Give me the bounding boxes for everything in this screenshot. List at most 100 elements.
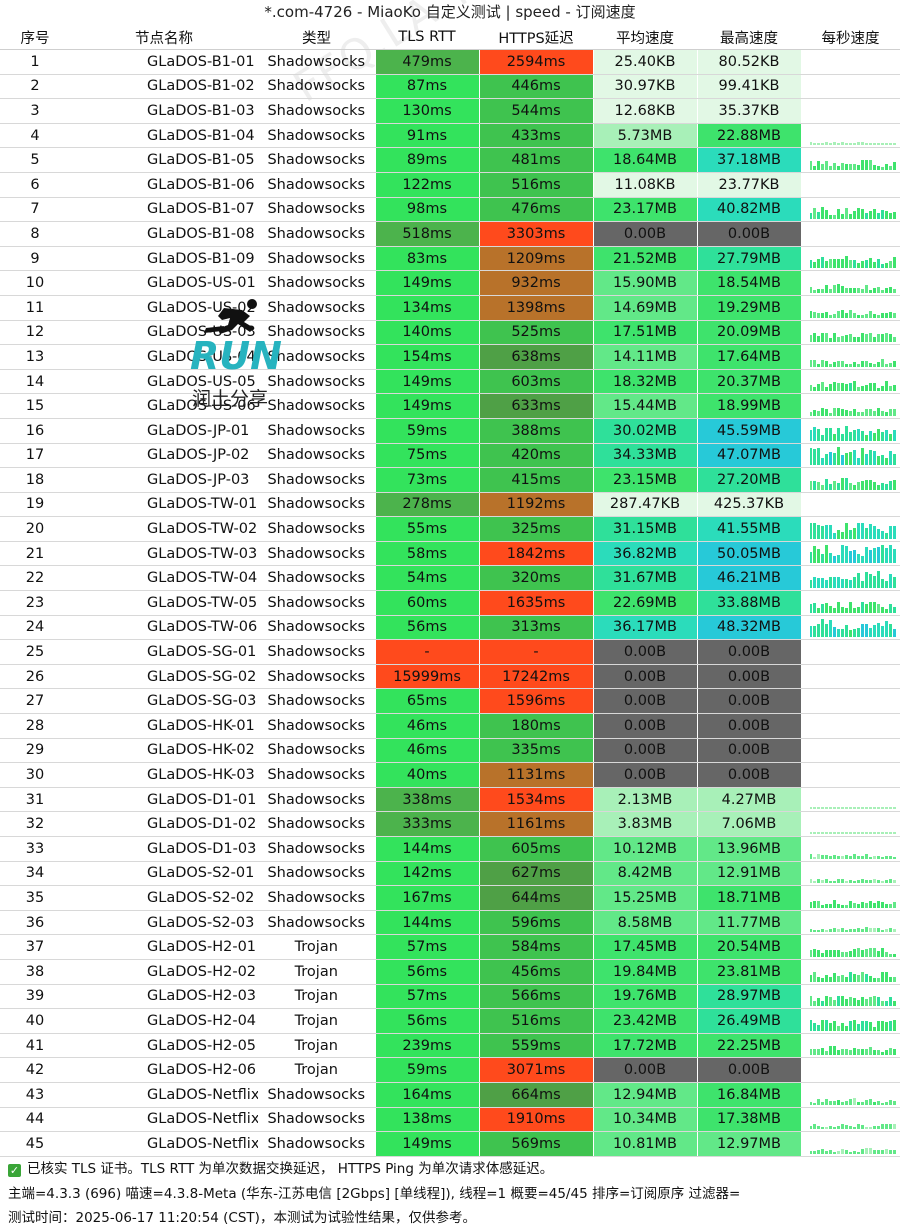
sparkline-bar — [841, 1101, 845, 1105]
sparkline-bar — [817, 1024, 821, 1031]
sparkline-bar — [829, 903, 833, 908]
max-speed: 80.52KB — [696, 49, 802, 75]
sparkline-bar — [857, 337, 861, 343]
sparkline-bar — [849, 855, 853, 859]
sparkline-bar — [845, 999, 849, 1007]
sparkline-bar — [869, 880, 873, 884]
sparkline-bar — [813, 546, 817, 564]
sparkline-bar — [813, 1102, 817, 1105]
sparkline-bar — [833, 577, 837, 589]
row-index: 26 — [0, 664, 70, 690]
sparkline-bar — [877, 623, 881, 638]
sparkline-bar — [869, 1047, 873, 1056]
sparkline-bar — [885, 621, 889, 638]
sparkline-bar — [845, 607, 849, 613]
https-latency: - — [478, 639, 594, 665]
https-latency: 544ms — [478, 98, 594, 124]
sparkline-bar — [813, 1150, 817, 1154]
sparkline-bar — [865, 284, 869, 293]
sparkline-bar — [845, 287, 849, 293]
https-latency: 664ms — [478, 1082, 594, 1108]
max-speed: 99.41KB — [696, 74, 802, 100]
sparkline-bar — [841, 832, 845, 834]
sparkline-bar — [889, 603, 893, 613]
per-second-speed-chart — [801, 98, 900, 124]
sparkline-bar — [841, 383, 845, 392]
row-index: 21 — [0, 541, 70, 567]
sparkline-bar — [845, 384, 849, 392]
sparkline-bar — [853, 607, 857, 613]
sparkline-bar — [813, 143, 817, 146]
sparkline-bar — [877, 603, 881, 613]
per-second-speed-chart — [801, 418, 900, 444]
sparkline-bar — [861, 522, 865, 539]
sparkline-bar — [825, 1051, 829, 1056]
sparkline-bar — [877, 528, 881, 539]
sparkline-bar — [881, 312, 885, 318]
table-row: 14 GLaDOS-US-05 Shadowsocks 149ms 603ms 18.32… — [0, 369, 900, 395]
sparkline-bar — [833, 433, 837, 441]
sparkline-bar — [821, 554, 825, 564]
sparkline-bar — [889, 1099, 893, 1105]
sparkline-bar — [853, 450, 857, 466]
node-name: GLaDOS-B1-02 — [70, 74, 258, 100]
sparkline-bar — [869, 523, 873, 539]
sparkline-bar — [877, 286, 881, 293]
sparkline-bar — [853, 361, 857, 367]
row-index: 25 — [0, 639, 70, 665]
sparkline-bar — [837, 555, 841, 564]
sparkline-bar — [861, 386, 865, 392]
sparkline-bar — [889, 976, 893, 982]
sparkline-bar — [841, 214, 845, 220]
sparkline-bar — [881, 807, 885, 810]
sparkline-bar — [841, 855, 845, 859]
sparkline-bar — [813, 577, 817, 589]
sparkline-bar — [877, 1020, 881, 1031]
node-type: Shadowsocks — [258, 369, 375, 395]
avg-speed: 0.00B — [592, 1057, 698, 1083]
sparkline-bar — [841, 579, 845, 589]
per-second-speed-chart — [801, 590, 900, 616]
sparkline-bar — [829, 338, 833, 343]
max-speed: 22.88MB — [696, 123, 802, 149]
per-second-speed-chart — [801, 443, 900, 469]
table-row: 1 GLaDOS-B1-01 Shadowsocks 479ms 2594ms 25.40… — [0, 49, 900, 75]
https-latency: 2594ms — [478, 49, 594, 75]
sparkline-bar — [869, 601, 873, 613]
sparkline-bar — [821, 619, 825, 638]
table-row: 31 GLaDOS-D1-01 Shadowsocks 338ms 1534ms 2.13… — [0, 787, 900, 813]
sparkline-bar — [813, 626, 817, 638]
sparkline-bar — [817, 853, 821, 859]
sparkline-bar — [817, 288, 821, 293]
sparkline-bar — [885, 532, 889, 539]
sparkline-bar — [849, 529, 853, 539]
sparkline-bar — [837, 1050, 841, 1056]
https-latency: 420ms — [478, 443, 594, 469]
sparkline-bar — [829, 881, 833, 884]
sparkline-bar — [821, 1048, 825, 1056]
avg-speed: 0.00B — [592, 639, 698, 665]
sparkline-bar — [845, 904, 849, 908]
row-index: 12 — [0, 320, 70, 346]
sparkline-bar — [893, 1100, 897, 1105]
tls-rtt: 149ms — [374, 270, 480, 296]
sparkline-bar — [837, 407, 841, 416]
sparkline-bar — [889, 928, 893, 933]
node-type: Shadowsocks — [258, 492, 375, 518]
sparkline-bar — [873, 928, 877, 933]
sparkline-bar — [837, 807, 841, 810]
sparkline-bar — [857, 628, 861, 638]
table-row: 2 GLaDOS-B1-02 Shadowsocks 87ms 446ms 30.97KB… — [0, 74, 900, 100]
sparkline-bar — [869, 211, 873, 220]
sparkline-bar — [833, 556, 837, 564]
sparkline-bar — [853, 807, 857, 810]
per-second-speed-chart — [801, 1131, 900, 1157]
sparkline-bar — [873, 832, 877, 834]
max-speed: 0.00B — [696, 688, 802, 715]
sparkline-bar — [869, 807, 873, 810]
max-speed: 17.38MB — [696, 1107, 802, 1133]
sparkline-bar — [849, 900, 853, 908]
sparkline-bar — [861, 209, 865, 220]
tls-rtt: 59ms — [374, 418, 480, 444]
sparkline-bar — [893, 429, 897, 441]
